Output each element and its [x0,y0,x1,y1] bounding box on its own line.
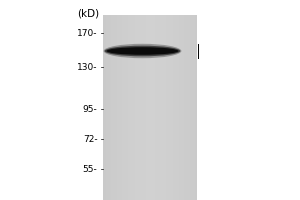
Text: 55-: 55- [83,164,98,173]
Ellipse shape [106,47,178,55]
Text: (kD): (kD) [77,8,100,18]
Text: 72-: 72- [83,134,98,144]
Ellipse shape [105,46,180,56]
Text: 170-: 170- [77,28,98,38]
Text: 95-: 95- [83,105,98,114]
Text: 130-: 130- [77,62,98,72]
Bar [103,15,196,200]
Ellipse shape [103,44,182,58]
